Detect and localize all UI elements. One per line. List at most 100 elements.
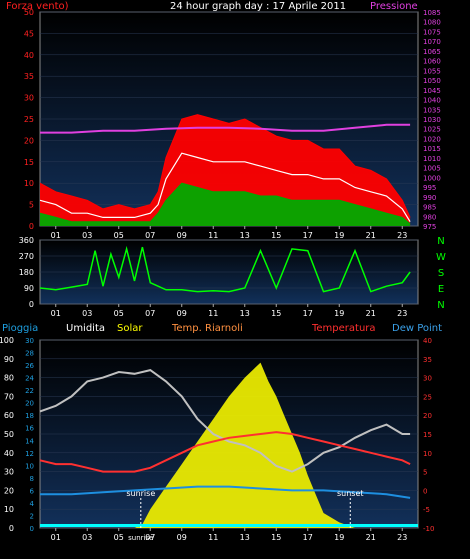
temperature-ticks: 0102030405060708090100024681012141618202… <box>0 336 434 542</box>
wind-tick-label: 45 <box>24 29 34 38</box>
wind-direction-line <box>39 245 411 293</box>
hour-tick-label: 11 <box>208 533 218 542</box>
temperature-tick-label: 40 <box>423 337 432 345</box>
sunset-label: sunset <box>337 489 364 498</box>
pressure-tick-label: 1025 <box>423 126 441 134</box>
direction-tick-label: 270 <box>19 252 34 261</box>
pressure-tick-label: 1020 <box>423 135 441 143</box>
temperature-series <box>39 362 411 528</box>
wind-axis-label: Forza vento) <box>6 1 69 12</box>
hour-tick-label: 17 <box>303 533 313 542</box>
hour-tick-label: 01 <box>51 309 61 318</box>
sunrise-axis-label: sunrise <box>128 534 153 542</box>
pressure-tick-label: 1010 <box>423 155 441 163</box>
hour-tick-label: 19 <box>334 231 344 240</box>
hour-tick-label: 13 <box>240 533 250 542</box>
rain-tick-label: 16 <box>25 425 34 433</box>
rain-tick-label: 6 <box>30 487 35 495</box>
pressure-tick-label: 1045 <box>423 87 441 95</box>
hour-tick-label: 23 <box>397 533 407 542</box>
hour-tick-label: 15 <box>271 231 281 240</box>
temperature-tick-label: -5 <box>423 506 430 514</box>
temperature-tick-label: 10 <box>423 450 432 458</box>
hour-tick-label: 09 <box>177 309 187 318</box>
hour-tick-label: 01 <box>51 231 61 240</box>
direction-ticks: 0 90 180 270 360 01 03 05 07 09 11 13 15 17 19 21 23 <box>19 236 408 318</box>
pressure-tick-label: 975 <box>423 223 436 231</box>
legend-solar: Solar <box>117 323 143 334</box>
temperature-line <box>39 431 411 473</box>
humidity-tick-label: 60 <box>4 411 14 420</box>
hour-tick-label: 03 <box>82 309 92 318</box>
wind-tick-label: 15 <box>24 158 34 167</box>
hour-tick-label: 05 <box>114 309 124 318</box>
pressure-tick-label: 1065 <box>423 48 441 56</box>
hour-tick-label: 07 <box>145 533 155 542</box>
hour-tick-label: 21 <box>366 309 376 318</box>
hour-tick-label: 15 <box>271 533 281 542</box>
hour-tick-label: 03 <box>82 533 92 542</box>
humidity-tick-label: 80 <box>4 374 14 383</box>
humidity-tick-label: 30 <box>4 468 14 477</box>
hour-tick-label: 03 <box>82 231 92 240</box>
sun-labels: sunrise sunrise sunset <box>126 489 363 542</box>
direction-tick-label: 90 <box>24 284 34 293</box>
temperature-tick-label: 30 <box>423 375 432 383</box>
rain-tick-label: 8 <box>30 475 34 483</box>
wind-tick-label: 40 <box>24 51 34 60</box>
dew-point-line <box>40 485 411 499</box>
legend-pioggia: Pioggia <box>2 323 38 334</box>
pressure-tick-label: 1055 <box>423 67 441 75</box>
pressure-tick-label: 995 <box>423 184 436 192</box>
pressure-tick-label: 1070 <box>423 38 441 46</box>
hour-tick-label: 13 <box>240 309 250 318</box>
hour-tick-label: 15 <box>271 309 281 318</box>
humidity-tick-label: 50 <box>4 430 14 439</box>
solar-area <box>40 362 411 528</box>
hour-tick-label: 23 <box>397 231 407 240</box>
hour-tick-label: 01 <box>51 533 61 542</box>
humidity-tick-label: 90 <box>4 355 14 364</box>
rain-tick-label: 22 <box>25 387 34 395</box>
wind-tick-label: 30 <box>24 94 34 103</box>
temperature-tick-label: 0 <box>423 487 427 495</box>
pressure-tick-label: 1085 <box>423 9 441 17</box>
pressure-tick-label: 1080 <box>423 19 441 27</box>
pressure-tick-label: 1015 <box>423 145 441 153</box>
wind-pressure-ticks: 0510152025303540455097598098599099510001… <box>24 8 441 240</box>
pressure-tick-label: 1005 <box>423 165 441 173</box>
rain-tick-label: 12 <box>25 450 34 458</box>
rain-tick-label: 2 <box>30 512 34 520</box>
pressure-tick-label: 1075 <box>423 28 441 36</box>
pressure-tick-label: 1000 <box>423 174 441 182</box>
temperature-tick-label: 5 <box>423 469 427 477</box>
humidity-tick-label: 100 <box>0 336 14 345</box>
wind-pressure-series <box>39 114 411 226</box>
direction-series <box>39 245 411 293</box>
hour-tick-label: 23 <box>397 309 407 318</box>
wind-tick-label: 5 <box>29 201 34 210</box>
rain-tick-label: 4 <box>30 500 35 508</box>
direction-tick-label: 0 <box>29 300 34 309</box>
humidity-tick-label: 0 <box>9 524 14 533</box>
humidity-tick-label: 70 <box>4 392 14 401</box>
pressure-tick-label: 1030 <box>423 116 441 124</box>
hour-tick-label: 17 <box>303 231 313 240</box>
wind-tick-label: 20 <box>24 136 34 145</box>
hour-tick-label: 21 <box>366 533 376 542</box>
wind-tick-label: 25 <box>24 115 34 124</box>
hour-tick-label: 21 <box>366 231 376 240</box>
pressure-tick-label: 1040 <box>423 97 441 105</box>
wind-tick-label: 50 <box>24 8 34 17</box>
compass-label: N <box>437 236 444 247</box>
temperature-tick-label: 15 <box>423 431 432 439</box>
humidity-tick-label: 10 <box>4 505 14 514</box>
pressure-tick-label: 1035 <box>423 106 441 114</box>
wind-speed-line-fill <box>40 114 411 226</box>
compass-label: N <box>437 300 444 311</box>
sunrise-label: sunrise <box>126 489 155 498</box>
rain-tick-label: 0 <box>30 525 34 533</box>
